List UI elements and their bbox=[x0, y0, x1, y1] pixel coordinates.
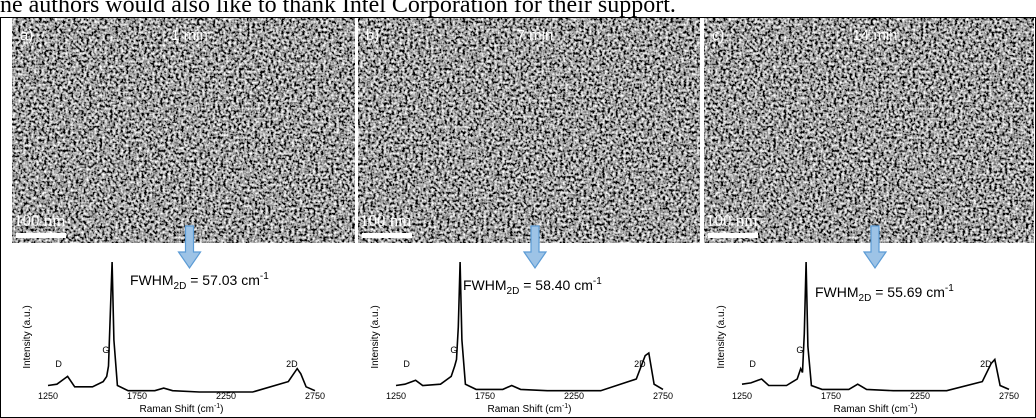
sem-image bbox=[12, 18, 355, 243]
peak-label: G bbox=[102, 345, 109, 355]
time-label: 14 min bbox=[852, 27, 897, 44]
x-axis-title-main: Raman Shift (cm bbox=[487, 404, 561, 415]
x-axis-title: Raman Shift (cm-1) bbox=[487, 403, 571, 415]
header-text: ne authors would also like to thank Inte… bbox=[0, 0, 676, 18]
peak-label: G bbox=[450, 345, 457, 355]
time-label: 1 min bbox=[171, 27, 208, 44]
x-tick-label: 1250 bbox=[38, 391, 58, 401]
x-axis-title-end: ) bbox=[220, 404, 223, 415]
y-axis-title: Intensity (a.u.) bbox=[716, 305, 727, 368]
fwhm-main: FWHM bbox=[815, 284, 859, 300]
fwhm-sup: -1 bbox=[945, 283, 954, 294]
fwhm-sub: 2D bbox=[174, 281, 187, 292]
fwhm-main: FWHM bbox=[463, 277, 507, 293]
fwhm-sup: -1 bbox=[593, 276, 602, 287]
fwhm-main: FWHM bbox=[130, 272, 174, 288]
arrow bbox=[522, 225, 548, 270]
x-axis-title: Raman Shift (cm-1) bbox=[139, 403, 223, 415]
x-axis-title-end: ) bbox=[568, 404, 571, 415]
peak-label: 2D bbox=[634, 359, 646, 369]
peak-label: D bbox=[749, 359, 756, 369]
spectrum-line bbox=[741, 261, 1010, 392]
scale-label: 100 nm bbox=[706, 211, 757, 230]
x-tick-label: 1250 bbox=[386, 391, 406, 401]
sem-image bbox=[358, 18, 700, 243]
scale-bar bbox=[16, 233, 66, 238]
scale-label: 100 nm bbox=[360, 211, 411, 230]
panel-label: b) bbox=[366, 27, 379, 44]
panel-label: a) bbox=[20, 27, 33, 44]
x-tick-label: 1250 bbox=[732, 391, 752, 401]
x-axis-title-main: Raman Shift (cm bbox=[139, 404, 213, 415]
y-axis-title: Intensity (a.u.) bbox=[370, 305, 381, 368]
fwhm-text: FWHM2D = 57.03 cm-1 bbox=[130, 271, 269, 292]
x-tick-label: 2250 bbox=[564, 391, 584, 401]
sem-image bbox=[704, 18, 1034, 243]
arrow bbox=[862, 225, 888, 270]
arrow bbox=[177, 225, 202, 270]
x-tick-label: 2750 bbox=[653, 391, 673, 401]
fwhm-text: FWHM2D = 55.69 cm-1 bbox=[815, 283, 954, 304]
x-tick-label: 2750 bbox=[999, 391, 1019, 401]
scale-bar bbox=[708, 233, 758, 238]
fwhm-text: FWHM2D = 58.40 cm-1 bbox=[463, 276, 602, 297]
x-axis-title-sup: -1 bbox=[908, 403, 914, 410]
x-tick-label: 1750 bbox=[475, 391, 495, 401]
x-tick-label: 2750 bbox=[305, 391, 325, 401]
x-tick-label: 2250 bbox=[910, 391, 930, 401]
time-label: 7 min bbox=[517, 27, 554, 44]
panel-label: c) bbox=[712, 27, 725, 44]
x-axis-title-sup: -1 bbox=[562, 403, 568, 410]
y-axis-title: Intensity (a.u.) bbox=[22, 305, 33, 368]
spectrum-line bbox=[395, 261, 664, 392]
peak-label: 2D bbox=[286, 359, 298, 369]
fwhm-sub: 2D bbox=[859, 293, 872, 304]
x-tick-label: 1750 bbox=[127, 391, 147, 401]
scale-bar bbox=[362, 233, 412, 238]
x-tick-label: 1750 bbox=[821, 391, 841, 401]
spectrum-line bbox=[47, 261, 316, 393]
peak-label: D bbox=[403, 359, 410, 369]
fwhm-value: = 58.40 cm bbox=[519, 277, 593, 293]
scale-label: 100 nm bbox=[14, 211, 65, 230]
fwhm-sub: 2D bbox=[507, 286, 520, 297]
x-axis-title-main: Raman Shift (cm bbox=[833, 404, 907, 415]
fwhm-sup: -1 bbox=[260, 271, 269, 282]
peak-label: G bbox=[796, 345, 803, 355]
x-tick-label: 2250 bbox=[216, 391, 236, 401]
fwhm-value: = 57.03 cm bbox=[186, 272, 260, 288]
x-axis-title-end: ) bbox=[914, 404, 917, 415]
x-axis-title: Raman Shift (cm-1) bbox=[833, 403, 917, 415]
fwhm-value: = 55.69 cm bbox=[871, 284, 945, 300]
peak-label: D bbox=[55, 359, 62, 369]
x-axis-title-sup: -1 bbox=[214, 403, 220, 410]
peak-label: 2D bbox=[980, 359, 992, 369]
